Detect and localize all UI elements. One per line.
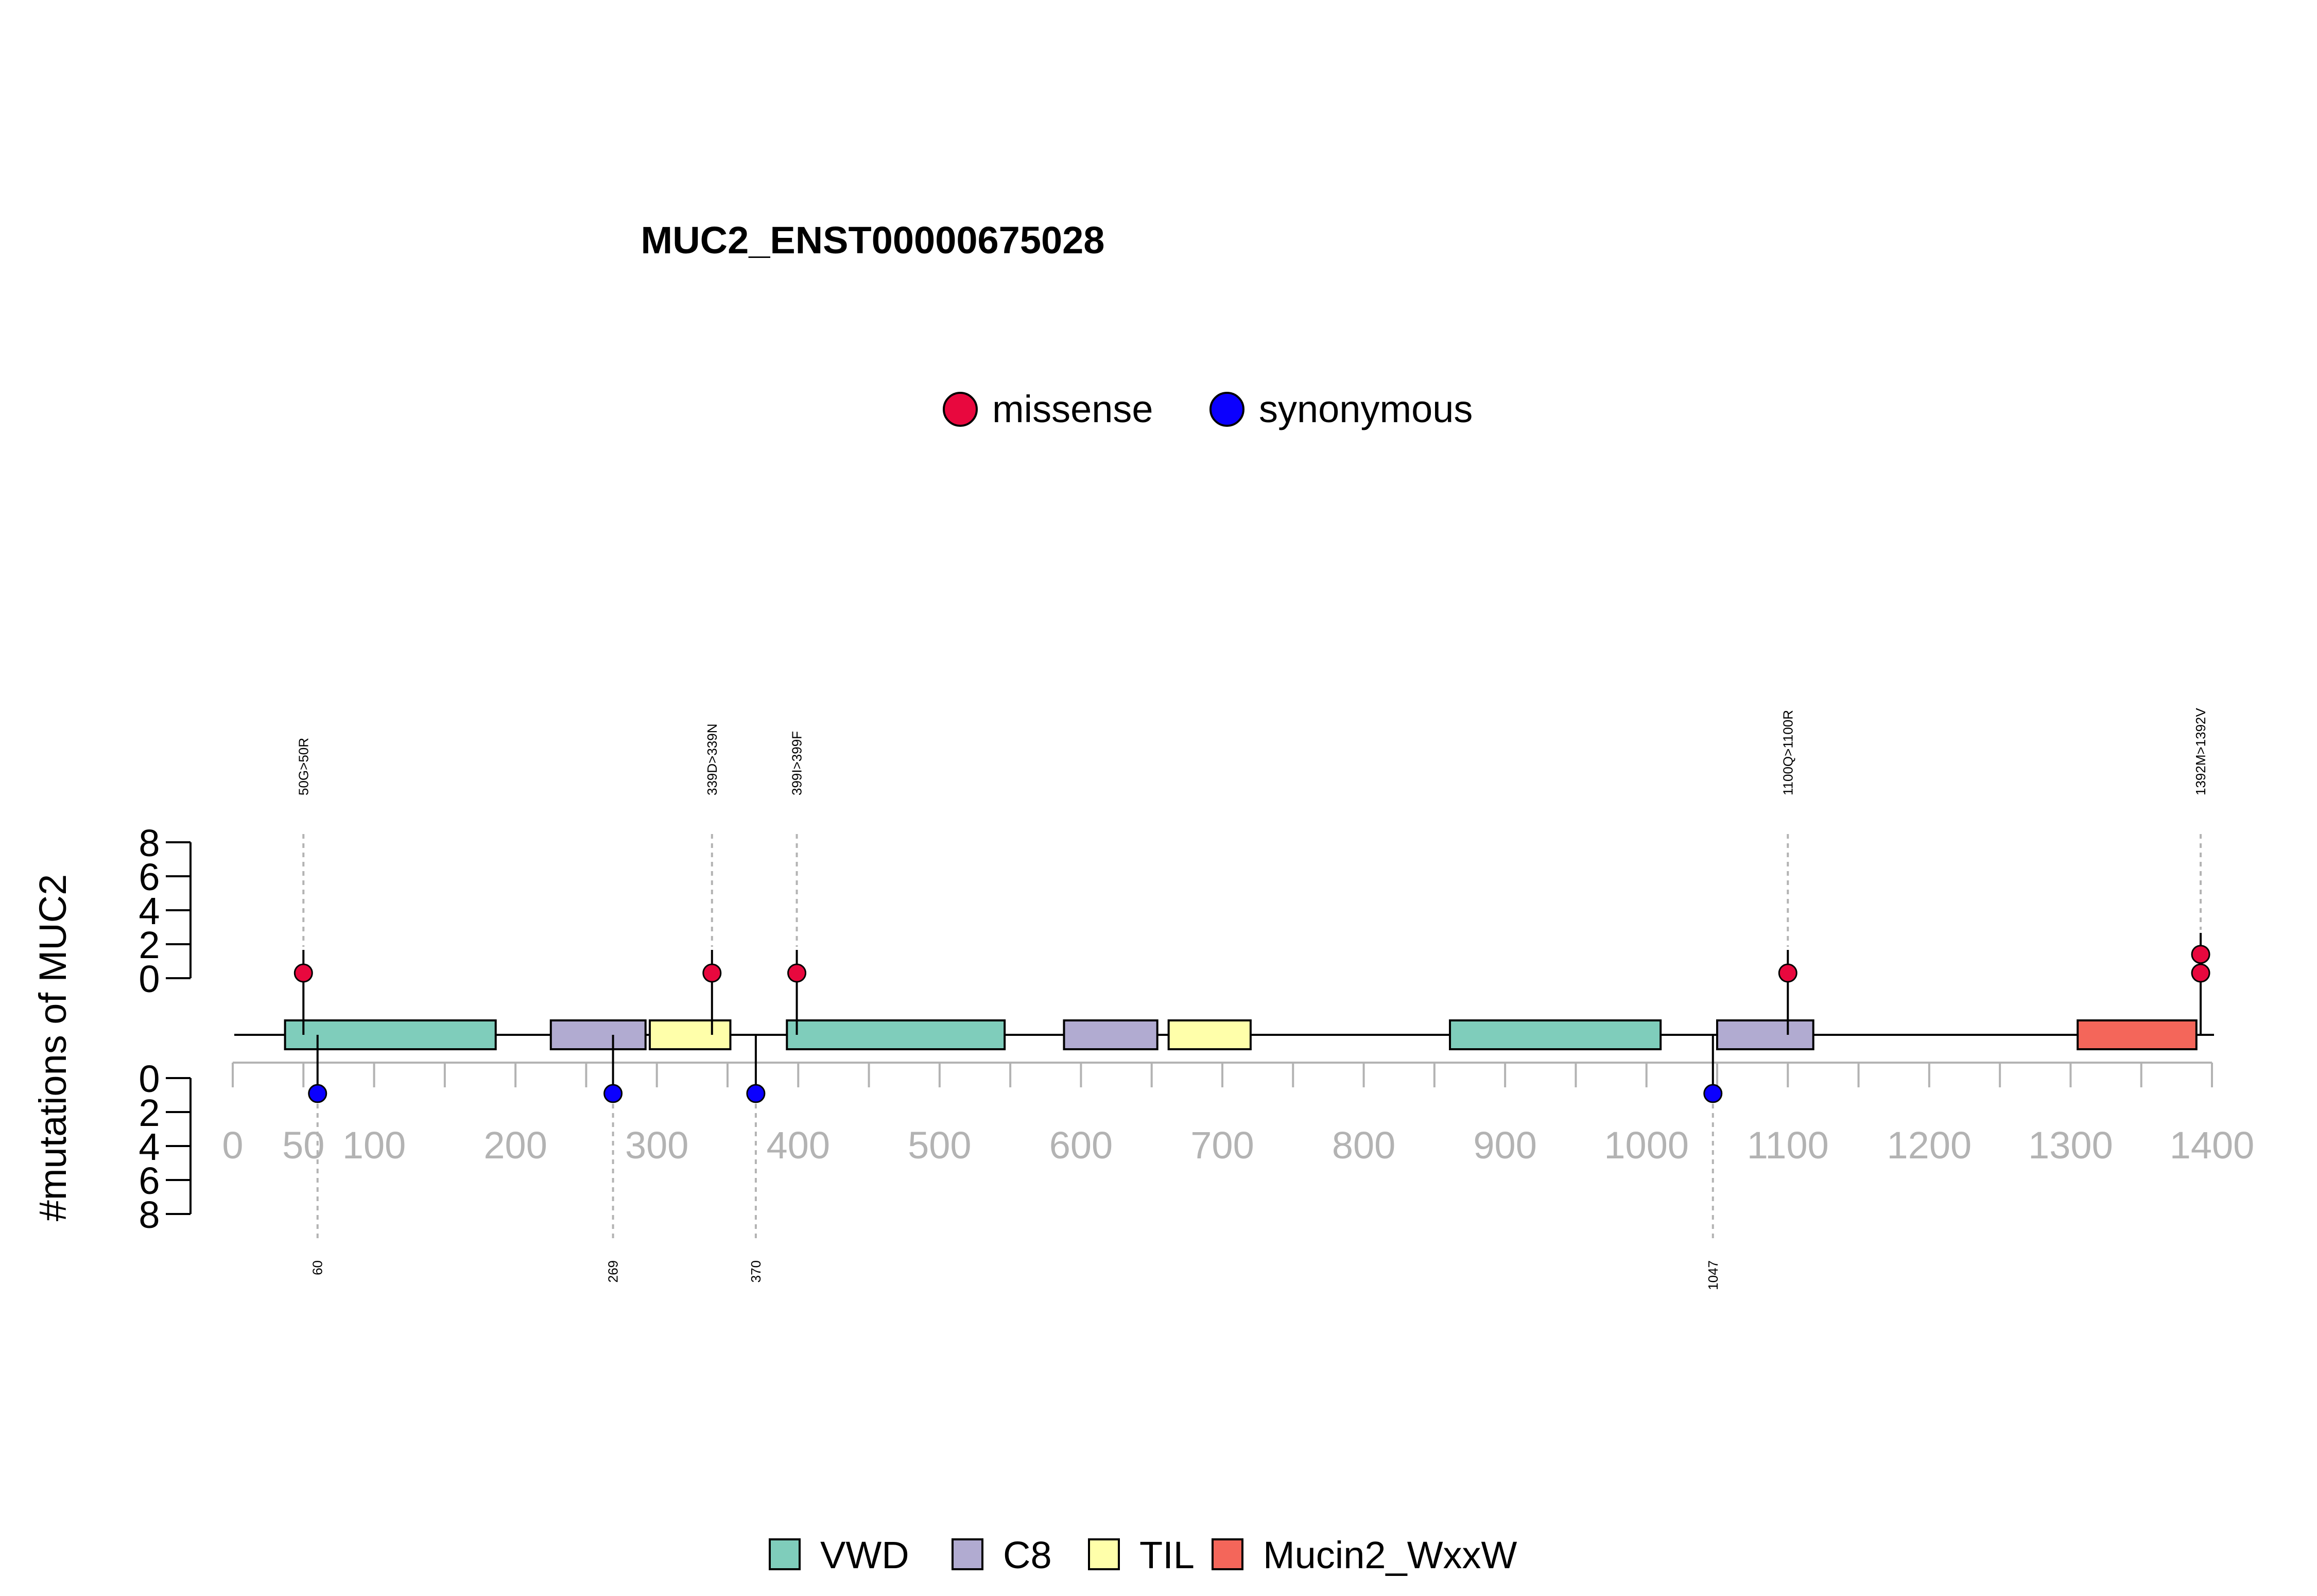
y-tick-label-upper-2: 2 bbox=[139, 924, 160, 966]
x-tick-label-1200: 1200 bbox=[1887, 1124, 1972, 1167]
domain-legend-box-C8 bbox=[952, 1538, 983, 1570]
y-axis-label: #mutations of MUC2 bbox=[31, 874, 74, 1222]
x-tick-label-800: 800 bbox=[1332, 1124, 1395, 1167]
y-tick-label-upper-4: 4 bbox=[139, 890, 160, 932]
y-tick-label-lower-4: 4 bbox=[139, 1125, 160, 1168]
domain-TIL-2 bbox=[648, 1019, 732, 1050]
domain-legend-label-TIL: TIL bbox=[1139, 1534, 1195, 1576]
legend-label-synonymous: synonymous bbox=[1259, 388, 1473, 430]
y-tick-label-upper-6: 6 bbox=[139, 856, 160, 898]
mutation-label-269: 269 bbox=[606, 1260, 621, 1282]
y-tick-label-upper-8: 8 bbox=[139, 822, 160, 864]
domain-legend: VWD C8 TIL Mucin2_WxxW bbox=[769, 1534, 1517, 1576]
x-tick-label-300: 300 bbox=[625, 1124, 688, 1167]
domain-legend-box-TIL bbox=[1088, 1538, 1120, 1570]
x-tick-label-400: 400 bbox=[767, 1124, 830, 1167]
y-tick-label-lower-0: 0 bbox=[139, 1057, 160, 1100]
x-tick-label-0: 0 bbox=[222, 1124, 243, 1167]
mutation-point-upper-339-0 bbox=[702, 963, 722, 983]
domain-legend-label-C8: C8 bbox=[1003, 1534, 1052, 1576]
domain-TIL-5 bbox=[1167, 1019, 1252, 1050]
mutation-label-1100: 1100Q>1100R bbox=[1780, 710, 1795, 795]
mutation-label-339: 339D>339N bbox=[704, 724, 720, 796]
domain-legend-label-Mucin2_WxxW: Mucin2_WxxW bbox=[1263, 1534, 1517, 1576]
y-tick-label-lower-8: 8 bbox=[139, 1193, 160, 1236]
mutation-label-1392: 1392M>1392V bbox=[2193, 707, 2208, 795]
domain-C8-4 bbox=[1063, 1019, 1158, 1050]
mutation-point-upper-1100-0 bbox=[1778, 963, 1797, 983]
legend-marker-synonymous bbox=[1209, 392, 1244, 427]
domain-layer bbox=[284, 1019, 2198, 1050]
domain-legend-box-VWD bbox=[769, 1538, 801, 1570]
domain-VWD-0 bbox=[284, 1019, 497, 1050]
x-tick-label-600: 600 bbox=[1049, 1124, 1113, 1167]
domain-Mucin2_WxxW-8 bbox=[2077, 1019, 2198, 1050]
legend-label-missense: missense bbox=[992, 388, 1153, 430]
mutation-legend: missense synonymous bbox=[943, 388, 1473, 430]
mutation-label-50: 50G>50R bbox=[296, 738, 311, 795]
domain-C8-1 bbox=[549, 1019, 647, 1050]
mutation-point-lower-269-0 bbox=[603, 1084, 623, 1103]
mutation-point-upper-1392-1 bbox=[2191, 945, 2210, 964]
y-tick-label-lower-6: 6 bbox=[139, 1159, 160, 1202]
domain-legend-label-VWD: VWD bbox=[820, 1534, 909, 1576]
mutation-label-1047: 1047 bbox=[1705, 1260, 1721, 1290]
y-tick-label-lower-2: 2 bbox=[139, 1091, 160, 1134]
mutation-point-lower-1047-0 bbox=[1703, 1084, 1723, 1103]
chart-title: MUC2_ENST00000675028 bbox=[641, 219, 1105, 262]
mutation-layer: 50G>50R 339D>339N 399I>399F 1100Q>1100R 1392… bbox=[293, 707, 2210, 1290]
domain-VWD-3 bbox=[786, 1019, 1006, 1050]
y-tick-label-upper-0: 0 bbox=[139, 958, 160, 1000]
x-tick-label-200: 200 bbox=[483, 1124, 547, 1167]
mutation-point-lower-370-0 bbox=[746, 1084, 766, 1103]
mutation-label-370: 370 bbox=[748, 1260, 764, 1282]
mutation-label-60: 60 bbox=[310, 1260, 325, 1275]
mutation-point-upper-50-0 bbox=[293, 963, 313, 983]
x-tick-label-900: 900 bbox=[1473, 1124, 1536, 1167]
x-axis: 0 50 100 200 300 400 500 600 700 800 900 1000 1100 12… bbox=[222, 1062, 2255, 1167]
x-tick-label-500: 500 bbox=[908, 1124, 971, 1167]
x-tick-label-1100: 1100 bbox=[1747, 1124, 1829, 1167]
legend-marker-missense bbox=[943, 392, 978, 427]
mutation-label-399: 399I>399F bbox=[789, 731, 805, 795]
x-tick-label-700: 700 bbox=[1190, 1124, 1254, 1167]
x-tick-label-100: 100 bbox=[342, 1124, 406, 1167]
x-tick-label-1000: 1000 bbox=[1604, 1124, 1689, 1167]
domain-legend-box-Mucin2_WxxW bbox=[1212, 1538, 1243, 1570]
mutation-point-upper-399-0 bbox=[787, 963, 807, 983]
domain-C8-7 bbox=[1716, 1019, 1814, 1050]
x-tick-label-1300: 1300 bbox=[2028, 1124, 2113, 1167]
mutation-point-upper-1392-0 bbox=[2191, 963, 2210, 983]
mutation-point-lower-60-0 bbox=[308, 1084, 327, 1103]
domain-VWD-6 bbox=[1449, 1019, 1662, 1050]
x-tick-label-1400: 1400 bbox=[2170, 1124, 2255, 1167]
